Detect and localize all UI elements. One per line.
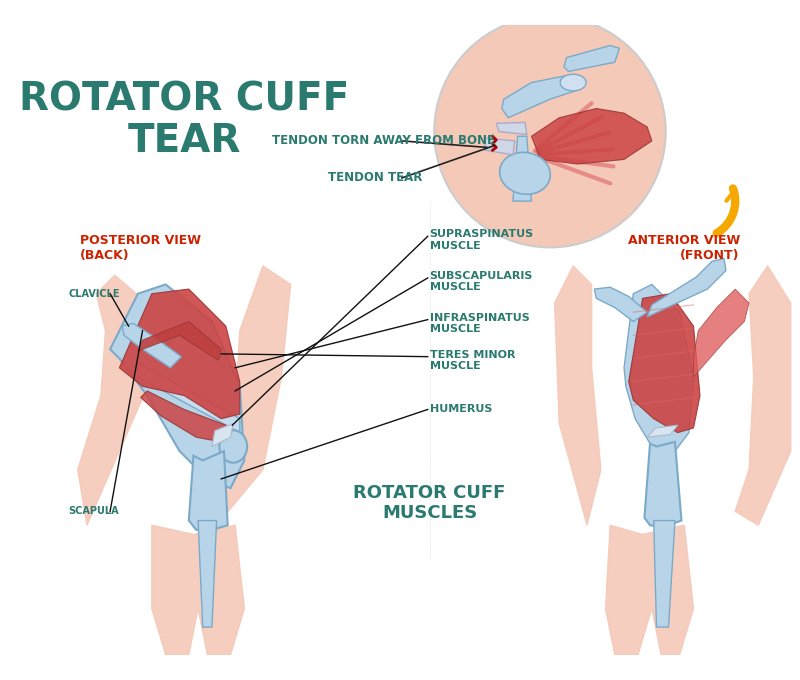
Polygon shape bbox=[513, 136, 531, 201]
Text: SUPRASPINATUS
MUSCLE: SUPRASPINATUS MUSCLE bbox=[430, 229, 534, 251]
Polygon shape bbox=[141, 391, 230, 442]
Polygon shape bbox=[645, 442, 682, 527]
Polygon shape bbox=[485, 138, 514, 155]
Ellipse shape bbox=[500, 152, 550, 194]
Text: CLAVICLE: CLAVICLE bbox=[69, 289, 120, 299]
Polygon shape bbox=[694, 289, 749, 377]
Polygon shape bbox=[594, 287, 647, 322]
Text: SUBSCAPULARIS
MUSCLE: SUBSCAPULARIS MUSCLE bbox=[430, 271, 533, 292]
Ellipse shape bbox=[560, 74, 586, 91]
Ellipse shape bbox=[219, 430, 247, 462]
Polygon shape bbox=[554, 266, 601, 525]
Text: ROTATOR CUFF
TEAR: ROTATOR CUFF TEAR bbox=[19, 81, 350, 160]
Polygon shape bbox=[119, 289, 240, 419]
Polygon shape bbox=[496, 122, 527, 135]
Polygon shape bbox=[138, 322, 222, 360]
Text: POSTERIOR VIEW
(BACK): POSTERIOR VIEW (BACK) bbox=[79, 233, 201, 262]
Circle shape bbox=[434, 16, 666, 248]
Text: HUMERUS: HUMERUS bbox=[430, 405, 492, 414]
Polygon shape bbox=[624, 284, 694, 451]
Polygon shape bbox=[654, 521, 675, 627]
Polygon shape bbox=[217, 266, 290, 525]
Polygon shape bbox=[531, 109, 652, 164]
Text: INFRASPINATUS
MUSCLE: INFRASPINATUS MUSCLE bbox=[430, 313, 530, 334]
Polygon shape bbox=[212, 424, 234, 447]
Polygon shape bbox=[198, 521, 217, 627]
Text: SCAPULA: SCAPULA bbox=[69, 507, 119, 516]
Polygon shape bbox=[647, 258, 726, 317]
Polygon shape bbox=[110, 284, 244, 488]
Polygon shape bbox=[629, 294, 700, 432]
Text: TERES MINOR
MUSCLE: TERES MINOR MUSCLE bbox=[430, 350, 515, 371]
Text: TENDON TEAR: TENDON TEAR bbox=[328, 171, 422, 184]
Polygon shape bbox=[735, 266, 790, 525]
Text: ROTATOR CUFF
MUSCLES: ROTATOR CUFF MUSCLES bbox=[354, 483, 506, 522]
Polygon shape bbox=[138, 363, 240, 432]
Polygon shape bbox=[152, 525, 244, 655]
Polygon shape bbox=[606, 525, 694, 655]
Polygon shape bbox=[78, 275, 152, 525]
Polygon shape bbox=[189, 451, 228, 530]
Text: ANTERIOR VIEW
(FRONT): ANTERIOR VIEW (FRONT) bbox=[627, 233, 740, 262]
Polygon shape bbox=[564, 46, 619, 71]
Polygon shape bbox=[122, 323, 182, 368]
Polygon shape bbox=[647, 425, 678, 437]
Text: TENDON TORN AWAY FROM BONE: TENDON TORN AWAY FROM BONE bbox=[272, 135, 495, 148]
Polygon shape bbox=[502, 76, 582, 118]
